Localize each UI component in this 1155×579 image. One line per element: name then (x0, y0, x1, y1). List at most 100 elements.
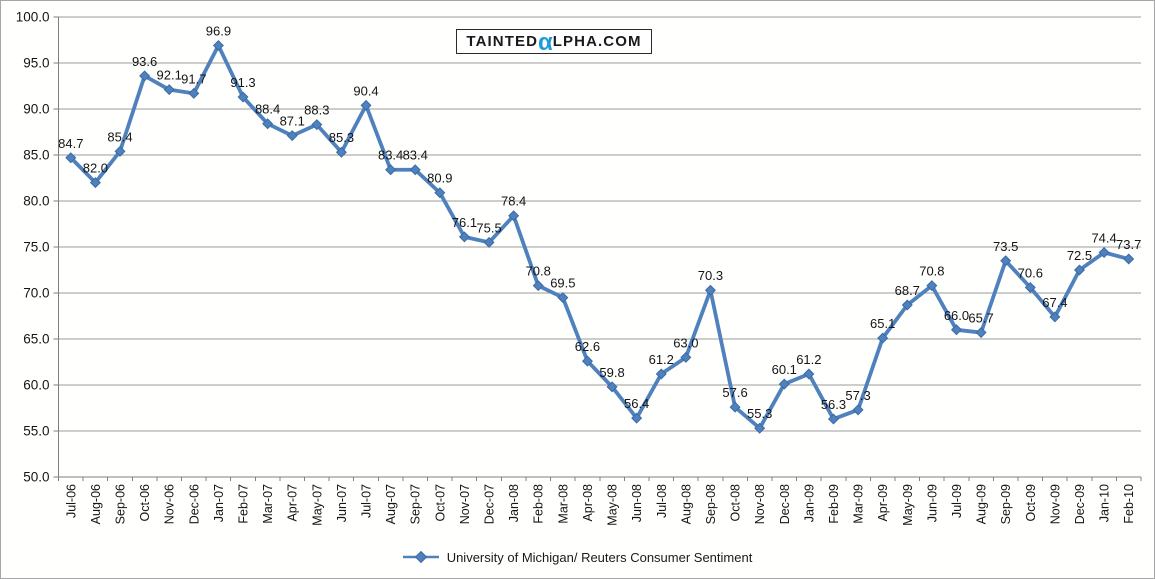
data-label: 70.8 (919, 264, 944, 279)
x-axis-tick-label: Feb-09 (827, 484, 841, 524)
logo-alpha-glyph: α (538, 28, 553, 56)
x-axis-tick-label: Nov-06 (163, 484, 177, 524)
x-axis-tick-label: Aug-09 (975, 484, 989, 524)
data-point-marker (975, 327, 987, 339)
data-point-marker (360, 99, 372, 111)
data-point-marker (926, 280, 938, 292)
data-point-marker (532, 280, 544, 292)
x-axis-tick-label: Sep-06 (114, 484, 128, 524)
data-label: 70.6 (1018, 265, 1043, 280)
data-point-marker (1024, 281, 1036, 293)
data-point-marker (212, 40, 224, 52)
y-axis-tick-label: 80.0 (23, 194, 49, 209)
x-axis-tick-label: Sep-07 (409, 484, 423, 524)
data-label: 78.4 (501, 194, 526, 209)
data-point-marker (778, 378, 790, 390)
x-axis-tick-label: Jan-09 (802, 484, 816, 522)
data-label: 92.1 (157, 68, 182, 83)
y-axis-tick-label: 100.0 (16, 10, 50, 25)
x-axis-tick-label: Feb-10 (1122, 484, 1136, 524)
series-line (68, 43, 1131, 431)
data-label: 83.4 (403, 148, 428, 163)
data-label: 65.7 (968, 311, 993, 326)
data-label: 82.0 (83, 161, 108, 176)
data-point-marker (65, 152, 77, 164)
data-point-marker (704, 284, 716, 296)
data-point-marker (114, 145, 126, 157)
tainted-alpha-logo[interactable]: TAINTED α LPHA.COM (456, 28, 652, 56)
data-label: 80.9 (427, 171, 452, 186)
data-point-marker (311, 119, 323, 131)
x-axis-tick-label: Oct-08 (729, 484, 743, 522)
data-point-marker (237, 91, 249, 103)
y-axis-tick-label: 55.0 (23, 424, 49, 439)
data-point-marker (508, 210, 520, 222)
data-point-marker (827, 413, 839, 425)
x-axis-tick-label: Jul-06 (64, 484, 78, 518)
logo-text-prefix: TAINTED (466, 33, 539, 50)
x-axis-tick-label: May-07 (310, 484, 324, 526)
data-label: 85.4 (107, 129, 132, 144)
x-axis-tick-label: Jun-09 (925, 484, 939, 522)
data-point-marker (631, 412, 643, 424)
x-axis-tick-label: Jul-09 (950, 484, 964, 518)
data-label: 88.3 (304, 103, 329, 118)
data-label: 83.4 (378, 148, 403, 163)
x-axis-tick-label: Nov-07 (458, 484, 472, 524)
data-point-marker (188, 87, 200, 99)
x-axis-tick-label: Mar-07 (261, 484, 275, 524)
data-point-marker (1073, 264, 1085, 276)
data-point-marker (852, 404, 864, 416)
data-point-marker (1123, 253, 1135, 265)
data-label: 72.5 (1067, 248, 1092, 263)
data-point-marker (409, 164, 421, 176)
data-label: 56.4 (624, 396, 649, 411)
x-axis-tick-label: Dec-09 (1073, 484, 1087, 524)
y-axis-tick-label: 50.0 (23, 470, 49, 485)
data-point-marker (557, 292, 569, 304)
x-axis-tick-label: Feb-07 (237, 484, 251, 524)
data-label: 76.1 (452, 215, 477, 230)
legend-line-marker-icon (402, 551, 439, 563)
x-axis-tick-label: Mar-09 (852, 484, 866, 524)
data-label: 73.7 (1116, 237, 1141, 252)
y-axis-tick-label: 60.0 (23, 378, 49, 393)
data-label: 74.4 (1091, 231, 1116, 246)
data-point-marker (901, 299, 913, 311)
x-axis-tick-label: Aug-07 (384, 484, 398, 524)
data-label: 93.6 (132, 54, 157, 69)
x-axis-tick-label: May-08 (606, 484, 620, 526)
y-axis-tick-label: 75.0 (23, 240, 49, 255)
data-label: 57.6 (722, 385, 747, 400)
data-label: 91.7 (181, 71, 206, 86)
data-label: 85.3 (329, 130, 354, 145)
data-label: 55.3 (747, 406, 772, 421)
data-point-marker (385, 164, 397, 176)
x-axis-tick-label: Nov-08 (753, 484, 767, 524)
data-label: 66.0 (944, 308, 969, 323)
x-axis-tick-label: Apr-07 (286, 484, 300, 522)
x-axis-tick-label: Sep-08 (704, 484, 718, 524)
x-axis-tick-label: Feb-08 (532, 484, 546, 524)
x-axis-tick-label: Jun-08 (630, 484, 644, 522)
data-label: 69.5 (550, 276, 575, 291)
data-label: 63.0 (673, 335, 698, 350)
x-axis-tick-label: Aug-06 (89, 484, 103, 524)
data-point-marker (458, 231, 470, 243)
data-point-marker (335, 146, 347, 158)
data-point-marker (655, 368, 667, 380)
data-label: 61.2 (649, 352, 674, 367)
data-point-marker (262, 118, 274, 130)
data-point-marker (1049, 311, 1061, 323)
x-axis-tick-label: Dec-07 (483, 484, 497, 524)
x-axis-tick-label: Dec-08 (778, 484, 792, 524)
y-axis-tick-label: 65.0 (23, 332, 49, 347)
data-label: 56.3 (821, 397, 846, 412)
data-label: 75.5 (476, 220, 501, 235)
x-axis-tick-label: Jan-08 (507, 484, 521, 522)
x-axis-tick-label: Nov-09 (1048, 484, 1062, 524)
legend-series-label: University of Michigan/ Reuters Consumer… (446, 549, 753, 565)
data-point-marker (754, 422, 766, 434)
x-axis-tick-label: Dec-06 (187, 484, 201, 524)
data-point-marker (581, 355, 593, 367)
